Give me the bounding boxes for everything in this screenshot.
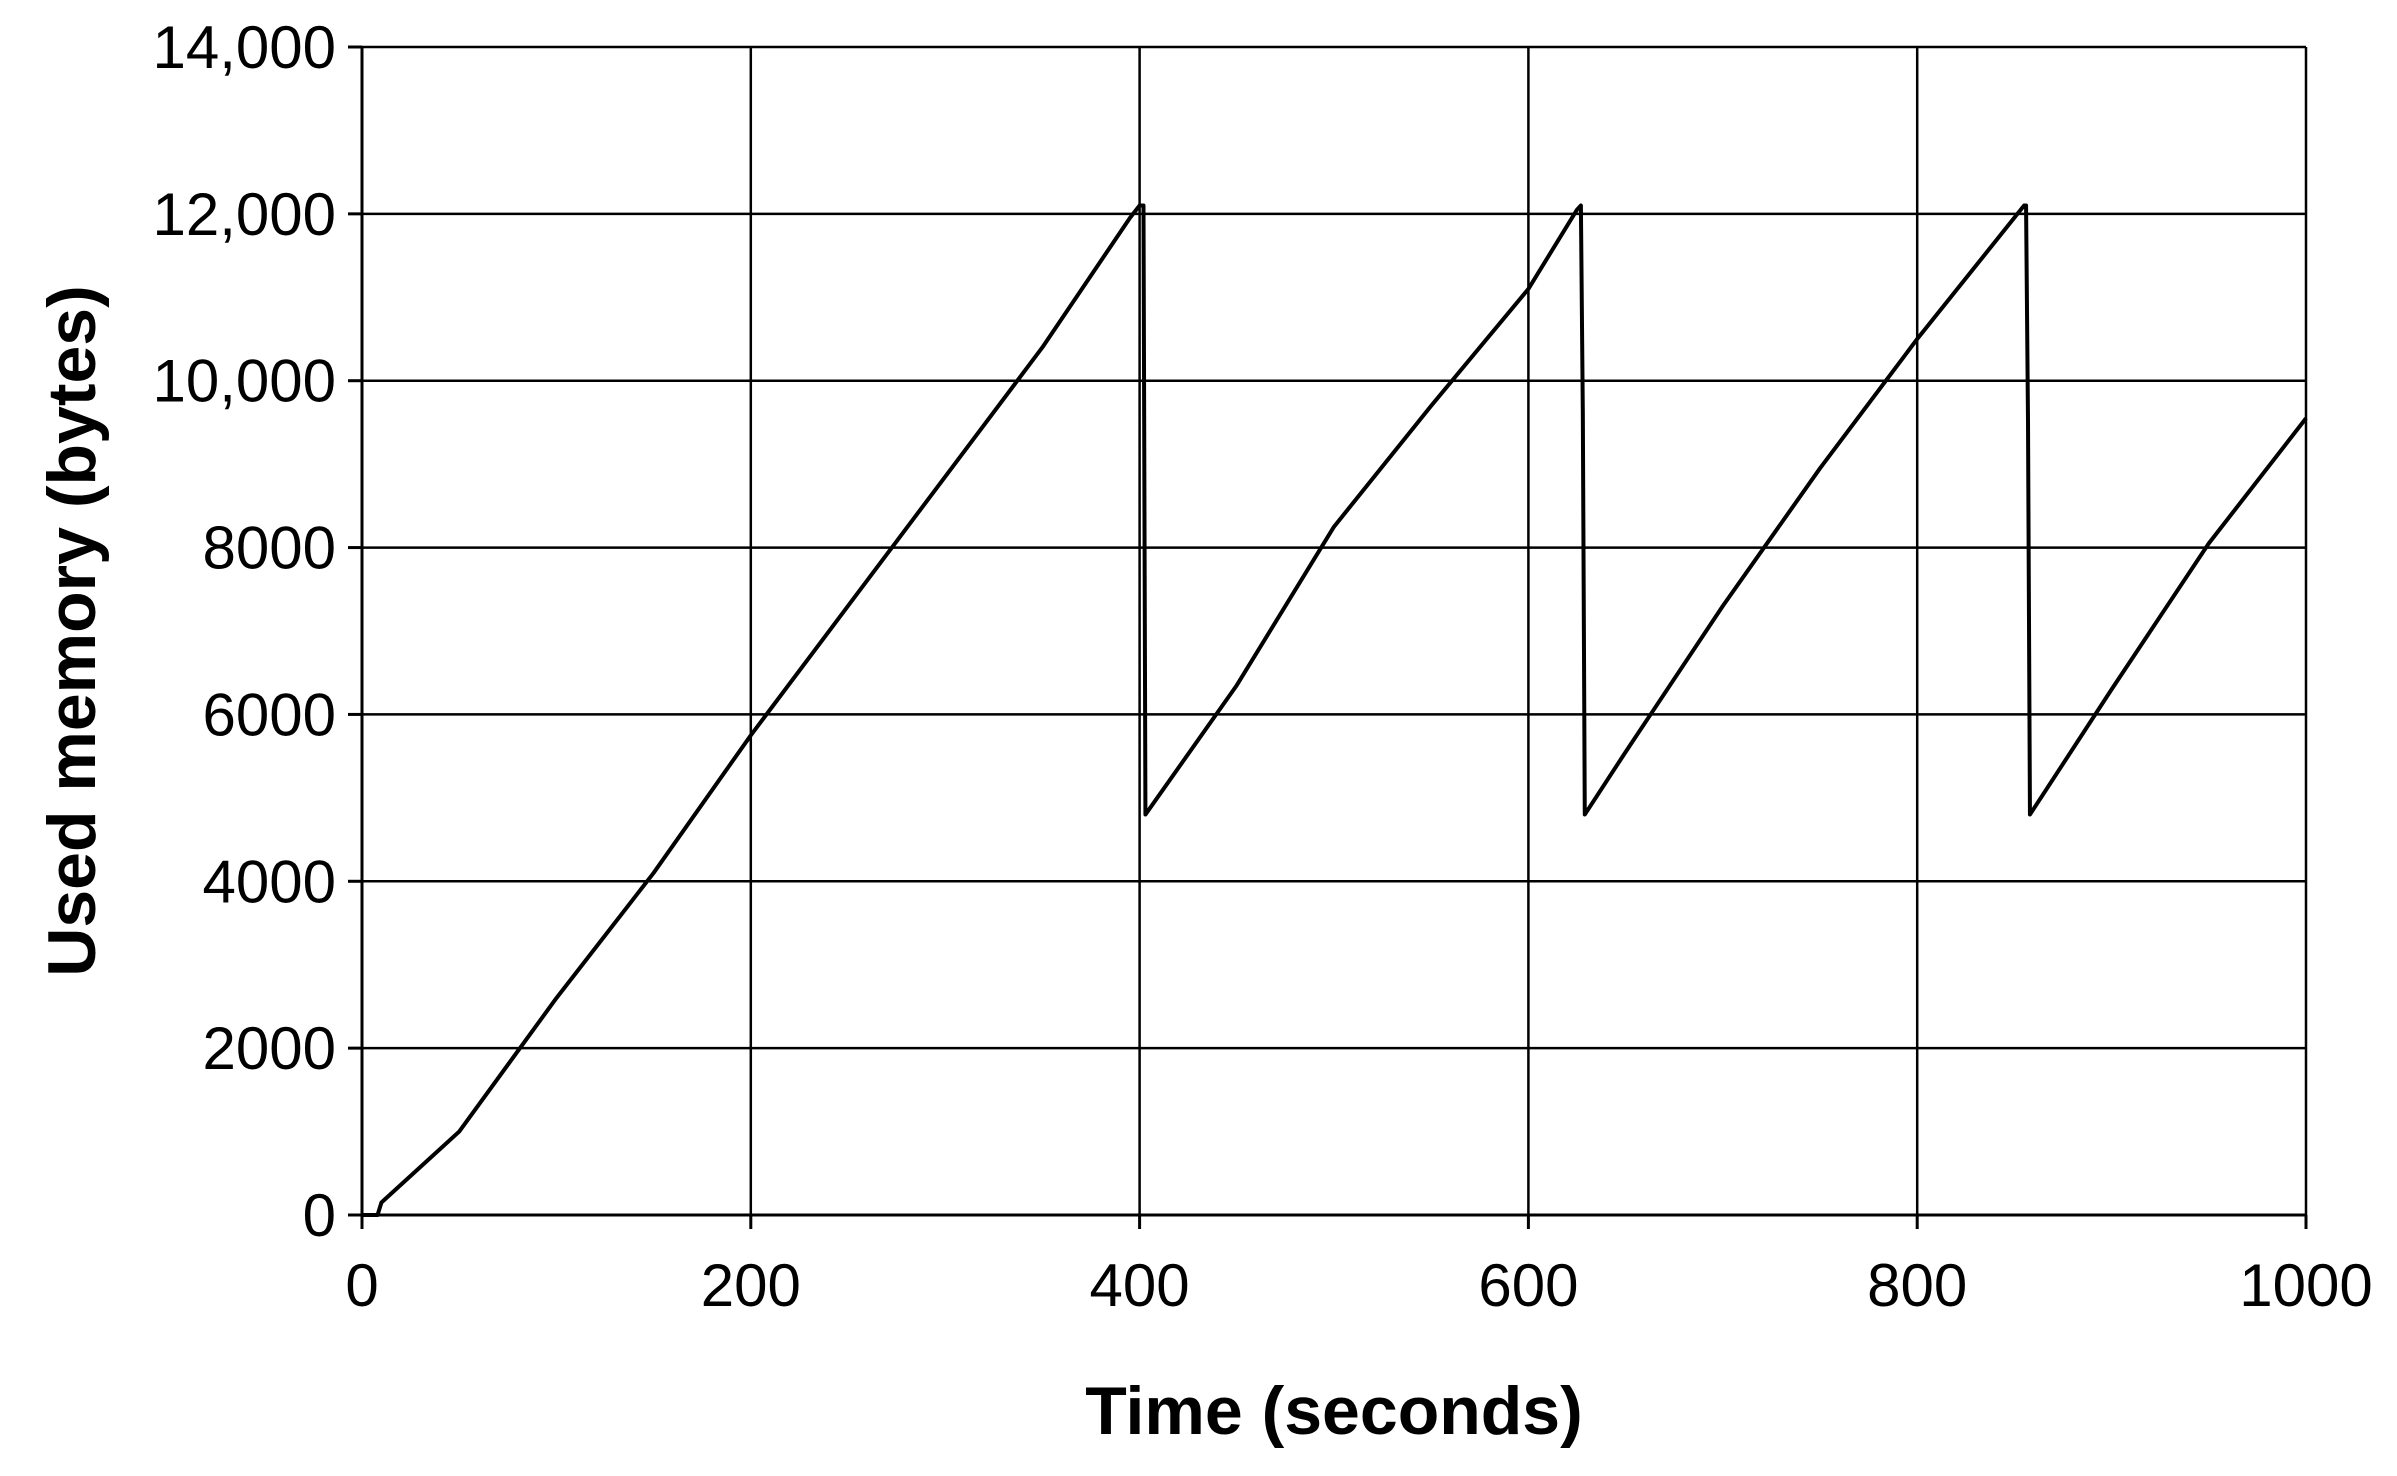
series-line-1 [362, 203, 2308, 1217]
x-tick-label: 200 [701, 1252, 801, 1319]
y-tick-label: 6000 [203, 681, 336, 748]
x-tick-label: 400 [1090, 1252, 1190, 1319]
x-tick-label: 800 [1867, 1252, 1967, 1319]
y-axis-title: Used memory (bytes) [34, 285, 110, 977]
y-tick-label: 10,000 [152, 348, 336, 415]
x-tick-label: 600 [1478, 1252, 1578, 1319]
y-tick-label: 12,000 [152, 181, 336, 248]
x-axis-title: Time (seconds) [1085, 1373, 1583, 1449]
y-tick-label: 2000 [203, 1015, 336, 1082]
y-tick-label: 14,000 [152, 14, 336, 81]
y-tick-label: 0 [303, 1182, 336, 1249]
series [362, 203, 2308, 1217]
y-tick-label: 8000 [203, 515, 336, 582]
x-tick-label: 0 [345, 1252, 378, 1319]
gridlines [360, 45, 2308, 1217]
tick-labels: 0 2000 4000 6000 8000 10,000 12,000 14,000 0 200 4… [152, 14, 2372, 1319]
axes [348, 45, 2308, 1229]
y-tick-label: 4000 [203, 848, 336, 915]
x-tick-label: 1000 [2239, 1252, 2372, 1319]
